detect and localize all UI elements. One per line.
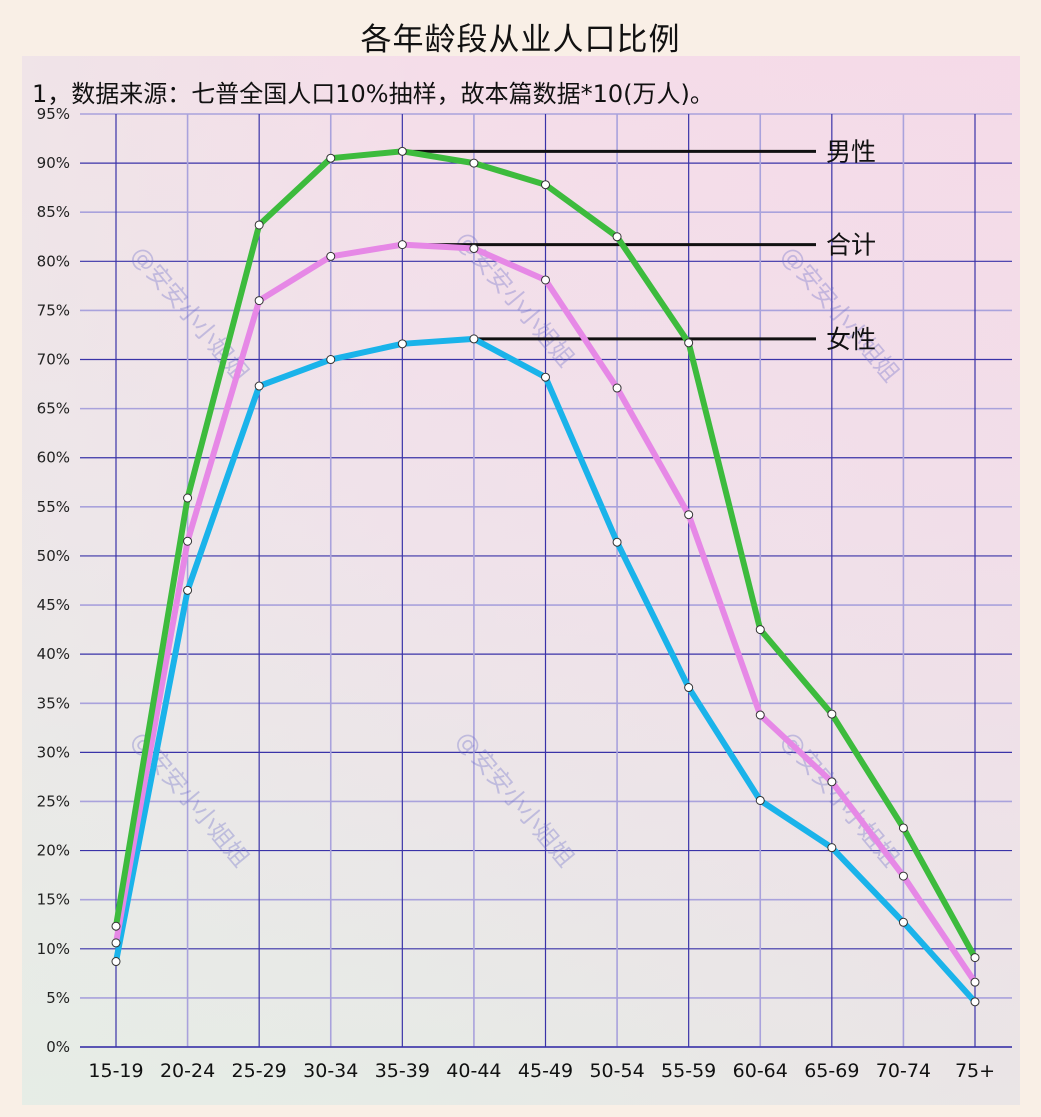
data-point-marker <box>183 585 193 595</box>
series-lines <box>111 146 980 1007</box>
data-point-marker <box>111 938 121 948</box>
data-point-marker <box>612 537 622 547</box>
legend-label: 女性 <box>826 325 876 354</box>
x-tick-label: 20-24 <box>160 1060 215 1082</box>
watermark-text: @安安小小姐姐 <box>775 241 904 388</box>
legend-label: 合计 <box>826 231 876 260</box>
y-tick-label: 5% <box>46 989 70 1007</box>
data-point-marker <box>970 977 980 987</box>
y-tick-label: 20% <box>37 842 70 860</box>
chart-title: 各年龄段从业人口比例 <box>360 22 681 58</box>
x-tick-label: 45-49 <box>518 1060 573 1082</box>
x-tick-label: 50-54 <box>589 1060 644 1082</box>
data-point-marker <box>469 334 479 344</box>
x-tick-label: 75+ <box>955 1060 995 1082</box>
y-tick-label: 70% <box>37 351 70 369</box>
x-axis: 15-19 20-24 25-29 30-34 35-39 40-44 45-49 50-54… <box>80 1046 1012 1082</box>
y-axis: 0% 5% 10% 15% 20% 25% 30% 35% 40% 45% 50% 55% 60% 65%… <box>37 105 70 1056</box>
y-tick-label: 40% <box>37 645 70 663</box>
data-point-marker <box>898 917 908 927</box>
y-tick-label: 45% <box>37 596 70 614</box>
data-point-marker <box>684 338 694 348</box>
data-point-marker <box>755 795 765 805</box>
data-point-marker <box>326 251 336 261</box>
x-tick-label: 70-74 <box>876 1060 931 1082</box>
data-point-marker <box>469 158 479 168</box>
y-tick-label: 15% <box>37 891 70 909</box>
data-source-note: 1，数据来源：七普全国人口10%抽样，故本篇数据*10(万人)。 <box>32 80 714 108</box>
data-point-marker <box>898 871 908 881</box>
y-tick-label: 0% <box>46 1038 70 1056</box>
x-tick-label: 65-69 <box>804 1060 859 1082</box>
data-point-marker <box>183 493 193 503</box>
data-point-marker <box>612 232 622 242</box>
x-tick-label: 25-29 <box>232 1060 287 1082</box>
y-tick-label: 95% <box>37 105 70 123</box>
y-tick-label: 85% <box>37 203 70 221</box>
y-tick-label: 80% <box>37 252 70 270</box>
y-tick-label: 75% <box>37 301 70 319</box>
data-point-marker <box>827 709 837 719</box>
y-tick-label: 35% <box>37 694 70 712</box>
data-point-marker <box>111 957 121 967</box>
data-point-marker <box>254 296 264 306</box>
y-tick-label: 10% <box>37 940 70 958</box>
data-point-marker <box>541 372 550 382</box>
data-point-marker <box>827 777 837 787</box>
data-point-marker <box>684 683 694 693</box>
y-tick-label: 50% <box>37 547 70 565</box>
data-point-marker <box>254 381 264 391</box>
data-point-marker <box>397 240 407 250</box>
data-point-marker <box>755 625 765 635</box>
data-point-marker <box>684 510 694 520</box>
data-point-marker <box>254 220 264 230</box>
y-tick-label: 65% <box>37 400 70 418</box>
y-tick-label: 55% <box>37 498 70 516</box>
x-tick-label: 35-39 <box>375 1060 430 1082</box>
data-point-marker <box>541 180 550 190</box>
y-tick-label: 25% <box>37 792 70 810</box>
grid-lines <box>80 113 1012 1048</box>
y-tick-label: 60% <box>37 449 70 467</box>
data-point-marker <box>326 153 336 163</box>
data-point-marker <box>541 275 550 285</box>
data-point-marker <box>898 823 908 833</box>
x-tick-label: 60-64 <box>733 1060 788 1082</box>
data-point-marker <box>397 339 407 349</box>
x-tick-label: 40-44 <box>446 1060 501 1082</box>
data-point-marker <box>970 953 980 963</box>
x-tick-label: 15-19 <box>88 1060 143 1082</box>
data-point-marker <box>397 146 407 156</box>
data-point-marker <box>970 997 980 1007</box>
data-point-marker <box>755 710 765 720</box>
y-tick-label: 90% <box>37 154 70 172</box>
x-tick-label: 55-59 <box>661 1060 716 1082</box>
data-point-marker <box>111 921 121 931</box>
data-point-marker <box>827 843 837 853</box>
legend-label: 男性 <box>826 137 876 166</box>
data-point-marker <box>326 355 336 365</box>
y-tick-label: 30% <box>37 743 70 761</box>
data-point-marker <box>469 244 479 254</box>
watermarks: @安安小小姐姐 @安安小小姐姐 @安安小小姐姐@安安小小姐姐 @安安小小姐姐 @安安小小… <box>125 226 904 873</box>
x-tick-label: 30-34 <box>303 1060 358 1082</box>
data-point-marker <box>183 536 193 546</box>
data-point-marker <box>612 383 622 393</box>
